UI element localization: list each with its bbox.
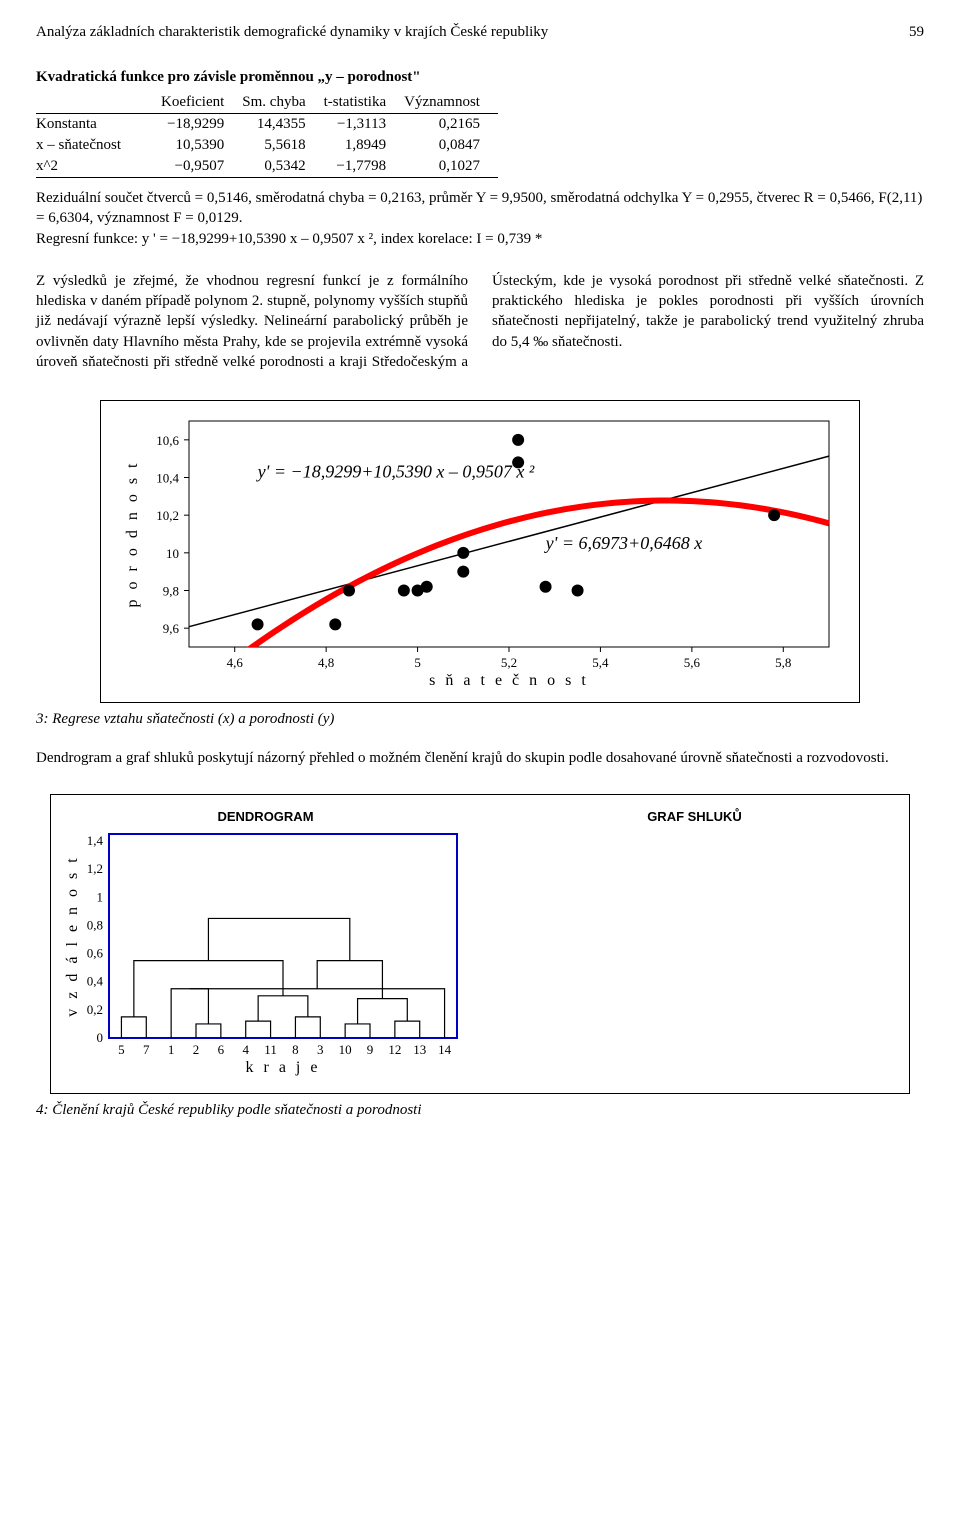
svg-text:5,4: 5,4 [592,655,609,670]
reg-col-header [36,92,161,114]
svg-text:12: 12 [388,1042,401,1057]
svg-text:5: 5 [118,1042,125,1057]
second-paragraph: Dendrogram a graf shluků poskytují názor… [36,748,924,768]
svg-text:7: 7 [143,1042,150,1057]
reg-cell: 0,5342 [242,156,323,178]
svg-text:10,6: 10,6 [156,433,179,448]
reg-col-header: Koeficient [161,92,242,114]
svg-text:4,8: 4,8 [318,655,334,670]
svg-text:2: 2 [193,1042,200,1057]
svg-text:9,6: 9,6 [163,621,180,636]
svg-text:5,2: 5,2 [501,655,517,670]
reg-cell: 14,4355 [242,114,323,136]
svg-text:p o r o d n o s t: p o r o d n o s t [124,461,141,608]
svg-text:y' = 6,6973+0,6468 x: y' = 6,6973+0,6468 x [544,533,703,553]
svg-text:1,4: 1,4 [87,833,104,848]
clusters-title: GRAF SHLUKŮ [492,809,897,824]
reg-cell: Konstanta [36,114,161,136]
fig4-caption: 4: Členění krajů České republiky podle s… [36,1102,924,1119]
bottom-frame: DENDROGRAM 00,20,40,60,811,21,4571264118… [50,794,910,1094]
reg-stats-text: Reziduální součet čtverců = 0,5146, směr… [36,190,922,226]
svg-text:0,2: 0,2 [87,1002,103,1017]
running-header: Analýza základních charakteristik demogr… [36,24,924,41]
svg-text:6: 6 [218,1042,225,1057]
reg-title: Kvadratická funkce pro závisle proměnnou… [36,69,924,86]
reg-col-header: t-statistika [324,92,405,114]
svg-text:10: 10 [339,1042,352,1057]
reg-stats: Reziduální součet čtverců = 0,5146, směr… [36,188,924,249]
chart3-frame: 4,6 4,8 5 5,2 5,4 5,6 5,8 9,6 9,8 10 10,2 10,4 10,6 p… [100,400,860,703]
svg-text:0: 0 [97,1030,104,1045]
svg-text:1,2: 1,2 [87,861,103,876]
chart3-svg: 4,6 4,8 5 5,2 5,4 5,6 5,8 9,6 9,8 10 10,2 10,4 10,6 p… [119,411,843,691]
reg-cell: −18,9299 [161,114,242,136]
svg-text:3: 3 [317,1042,324,1057]
svg-text:5,8: 5,8 [775,655,791,670]
regression-table: KoeficientSm. chybat-statistikaVýznamnos… [36,92,498,178]
reg-cell: −1,3113 [324,114,405,136]
svg-text:0,6: 0,6 [87,946,104,961]
dendrogram-svg: 00,20,40,60,811,21,45712641183109121314k… [63,828,463,1078]
svg-text:5: 5 [414,655,421,670]
reg-cell: 10,5390 [161,135,242,156]
reg-cell: −1,7798 [324,156,405,178]
svg-text:0,4: 0,4 [87,974,104,989]
svg-text:5,6: 5,6 [684,655,701,670]
reg-cell: 0,0847 [404,135,498,156]
svg-text:1: 1 [168,1042,175,1057]
svg-text:13: 13 [413,1042,426,1057]
reg-col-header: Významnost [404,92,498,114]
svg-text:1: 1 [97,890,104,905]
svg-text:0,8: 0,8 [87,918,103,933]
svg-text:s ň a t e č n o s t: s ň a t e č n o s t [429,672,589,689]
svg-text:4: 4 [242,1042,249,1057]
svg-text:9: 9 [367,1042,374,1057]
svg-text:9,8: 9,8 [163,584,179,599]
reg-cell: −0,9507 [161,156,242,178]
running-title: Analýza základních charakteristik demogr… [36,24,548,41]
svg-text:11: 11 [264,1042,277,1057]
svg-text:k r a j e: k r a j e [246,1059,321,1076]
reg-cell: 5,5618 [242,135,323,156]
svg-text:10,2: 10,2 [156,508,179,523]
chart3-caption: 3: Regrese vztahu sňatečnosti (x) a poro… [36,711,924,728]
reg-cell: 1,8949 [324,135,405,156]
svg-text:10,4: 10,4 [156,471,179,486]
svg-text:10: 10 [166,546,179,561]
svg-text:4,6: 4,6 [227,655,244,670]
svg-text:8: 8 [292,1042,299,1057]
discussion-paragraph: Z výsledků je zřejmé, že vhodnou regresn… [36,271,924,372]
clusters-svg [492,828,892,1078]
reg-cell: 0,2165 [404,114,498,136]
dendro-title: DENDROGRAM [63,809,468,824]
page-number: 59 [909,24,924,41]
reg-cell: x^2 [36,156,161,178]
svg-text:v z d á l e n o s t: v z d á l e n o s t [64,856,81,1017]
reg-cell: 0,1027 [404,156,498,178]
svg-text:y' = −18,9299+10,5390 x – 0,95: y' = −18,9299+10,5390 x – 0,9507 x ² [256,462,535,482]
reg-function-text: Regresní funkce: y ' = −18,9299+10,5390 … [36,231,542,247]
reg-cell: x – sňatečnost [36,135,161,156]
reg-col-header: Sm. chyba [242,92,323,114]
svg-text:14: 14 [438,1042,452,1057]
